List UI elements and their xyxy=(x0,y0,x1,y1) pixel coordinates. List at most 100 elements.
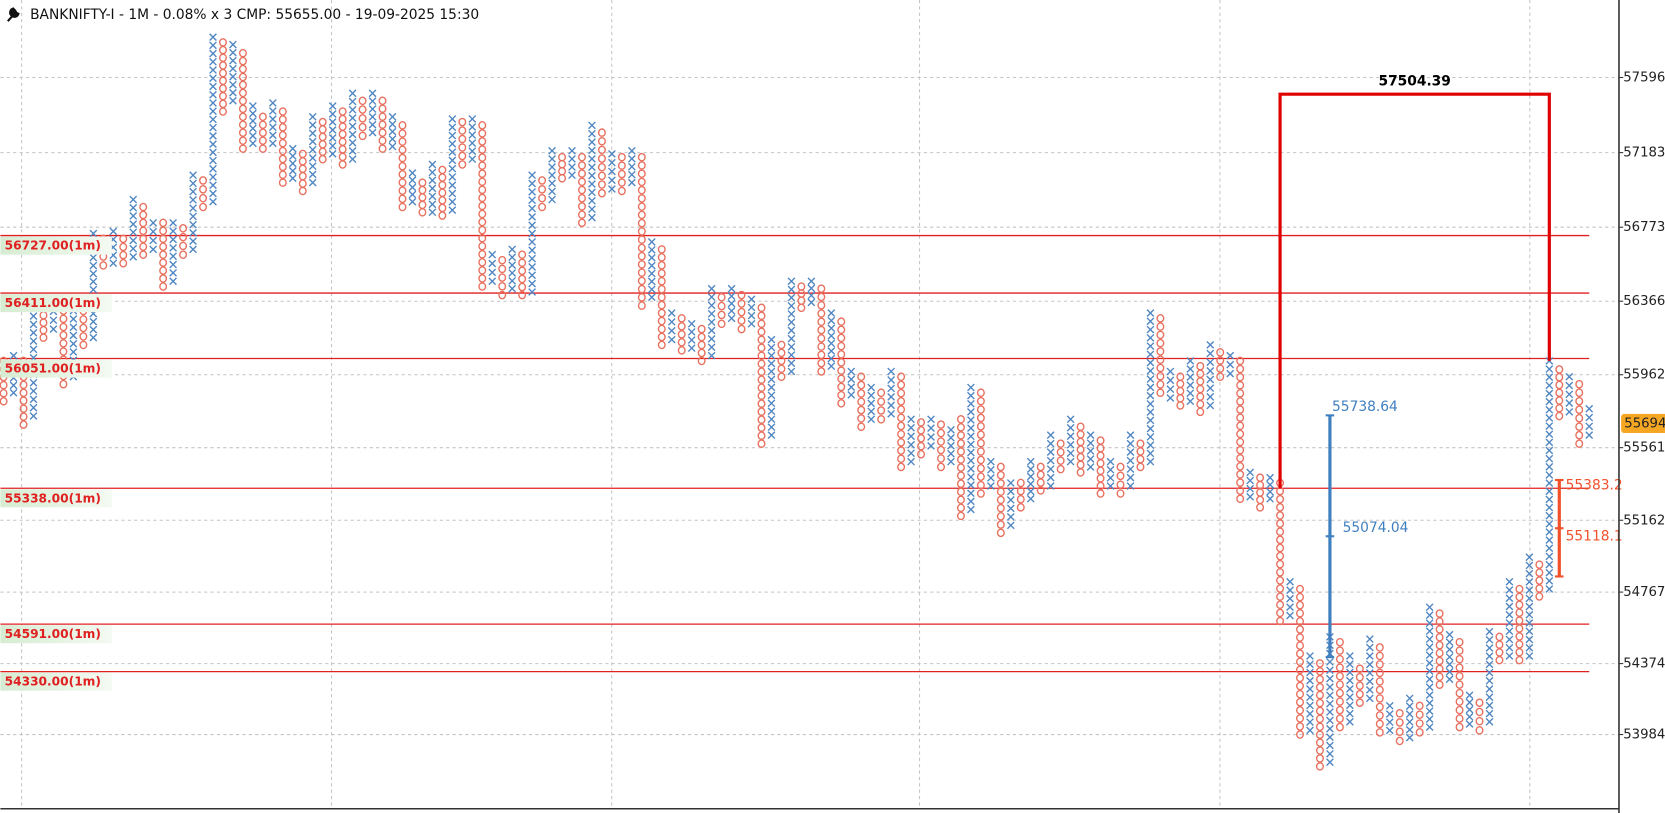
x-box xyxy=(1425,627,1434,636)
o-box xyxy=(597,154,606,163)
level-label: 56051.00(1m) xyxy=(5,362,101,376)
o-column xyxy=(956,414,965,521)
o-box xyxy=(1335,697,1344,706)
x-box xyxy=(1365,694,1374,703)
x-box xyxy=(1345,701,1354,710)
x-box xyxy=(528,263,537,271)
x-box xyxy=(1545,422,1554,430)
o-box xyxy=(398,121,407,130)
o-column xyxy=(278,107,287,187)
x-box xyxy=(189,229,197,237)
o-box xyxy=(937,454,945,463)
o-box xyxy=(398,153,407,163)
o-box xyxy=(857,380,866,390)
x-box xyxy=(1186,397,1195,406)
x-box xyxy=(647,245,656,254)
o-box xyxy=(917,418,926,427)
x-box xyxy=(1485,676,1494,685)
x-box xyxy=(787,342,796,351)
x-box xyxy=(827,316,836,325)
o-box xyxy=(837,366,846,375)
o-box xyxy=(897,429,906,439)
x-box xyxy=(149,218,158,227)
x-column xyxy=(986,457,995,490)
o-box xyxy=(1236,421,1245,431)
x-box xyxy=(508,261,517,269)
x-box xyxy=(1166,394,1175,402)
o-box xyxy=(1355,664,1364,673)
x-box xyxy=(827,347,836,355)
o-box xyxy=(1276,503,1285,512)
x-column xyxy=(687,319,696,353)
x-box xyxy=(767,399,776,408)
x-box xyxy=(328,134,337,142)
x-box xyxy=(388,120,397,129)
x-box xyxy=(807,298,816,307)
o-box xyxy=(159,274,168,283)
x-box xyxy=(847,391,856,399)
o-box xyxy=(1335,680,1344,689)
x-box xyxy=(807,277,816,286)
o-box xyxy=(817,284,826,293)
x-box xyxy=(129,228,138,237)
x-box xyxy=(209,131,217,140)
x-box xyxy=(249,117,257,125)
o-box xyxy=(597,136,606,146)
o-box xyxy=(637,210,646,220)
o-box xyxy=(1236,494,1245,504)
x-box xyxy=(1206,349,1215,358)
o-box xyxy=(139,202,148,212)
x-box xyxy=(667,326,676,335)
x-box xyxy=(448,206,457,214)
o-box xyxy=(478,161,487,170)
o-box xyxy=(1535,592,1544,601)
x-box xyxy=(1006,512,1015,521)
o-box xyxy=(1355,698,1364,708)
o-box xyxy=(1395,736,1404,746)
o-box xyxy=(438,211,447,220)
x-box xyxy=(89,261,98,270)
o-box xyxy=(19,420,28,429)
x-box xyxy=(1046,439,1055,448)
o-box xyxy=(238,144,247,153)
x-box xyxy=(209,107,217,116)
x-box xyxy=(468,123,477,131)
o-box xyxy=(318,154,327,164)
x-box xyxy=(927,424,935,433)
x-box xyxy=(448,115,457,123)
x-box xyxy=(468,139,477,147)
x-box xyxy=(767,359,776,368)
o-box xyxy=(199,185,208,194)
x-box xyxy=(1585,422,1594,431)
x-box xyxy=(448,123,457,132)
o-box xyxy=(1315,714,1324,724)
x-box xyxy=(89,325,98,334)
x-box xyxy=(1525,619,1534,627)
x-box xyxy=(1445,653,1454,661)
x-box xyxy=(249,124,257,133)
o-box xyxy=(697,356,706,366)
o-box xyxy=(179,241,188,251)
x-box xyxy=(1086,455,1095,463)
x-column xyxy=(268,99,277,148)
o-box xyxy=(837,349,846,359)
o-box xyxy=(1375,668,1384,678)
o-box xyxy=(1276,511,1285,520)
o-box xyxy=(1375,702,1384,712)
x-box xyxy=(707,351,716,360)
x-column xyxy=(488,250,497,286)
o-box xyxy=(358,114,367,123)
o-box xyxy=(757,319,766,329)
x-box xyxy=(767,423,776,432)
o-box xyxy=(637,260,646,269)
o-column xyxy=(498,255,507,300)
o-box xyxy=(1455,671,1464,681)
o-box xyxy=(1036,486,1045,495)
o-box xyxy=(478,209,487,219)
o-box xyxy=(617,178,626,187)
x-box xyxy=(288,152,297,160)
o-box xyxy=(1575,439,1584,448)
x-box xyxy=(1365,677,1374,686)
x-box xyxy=(1505,586,1514,594)
o-box xyxy=(179,232,188,242)
